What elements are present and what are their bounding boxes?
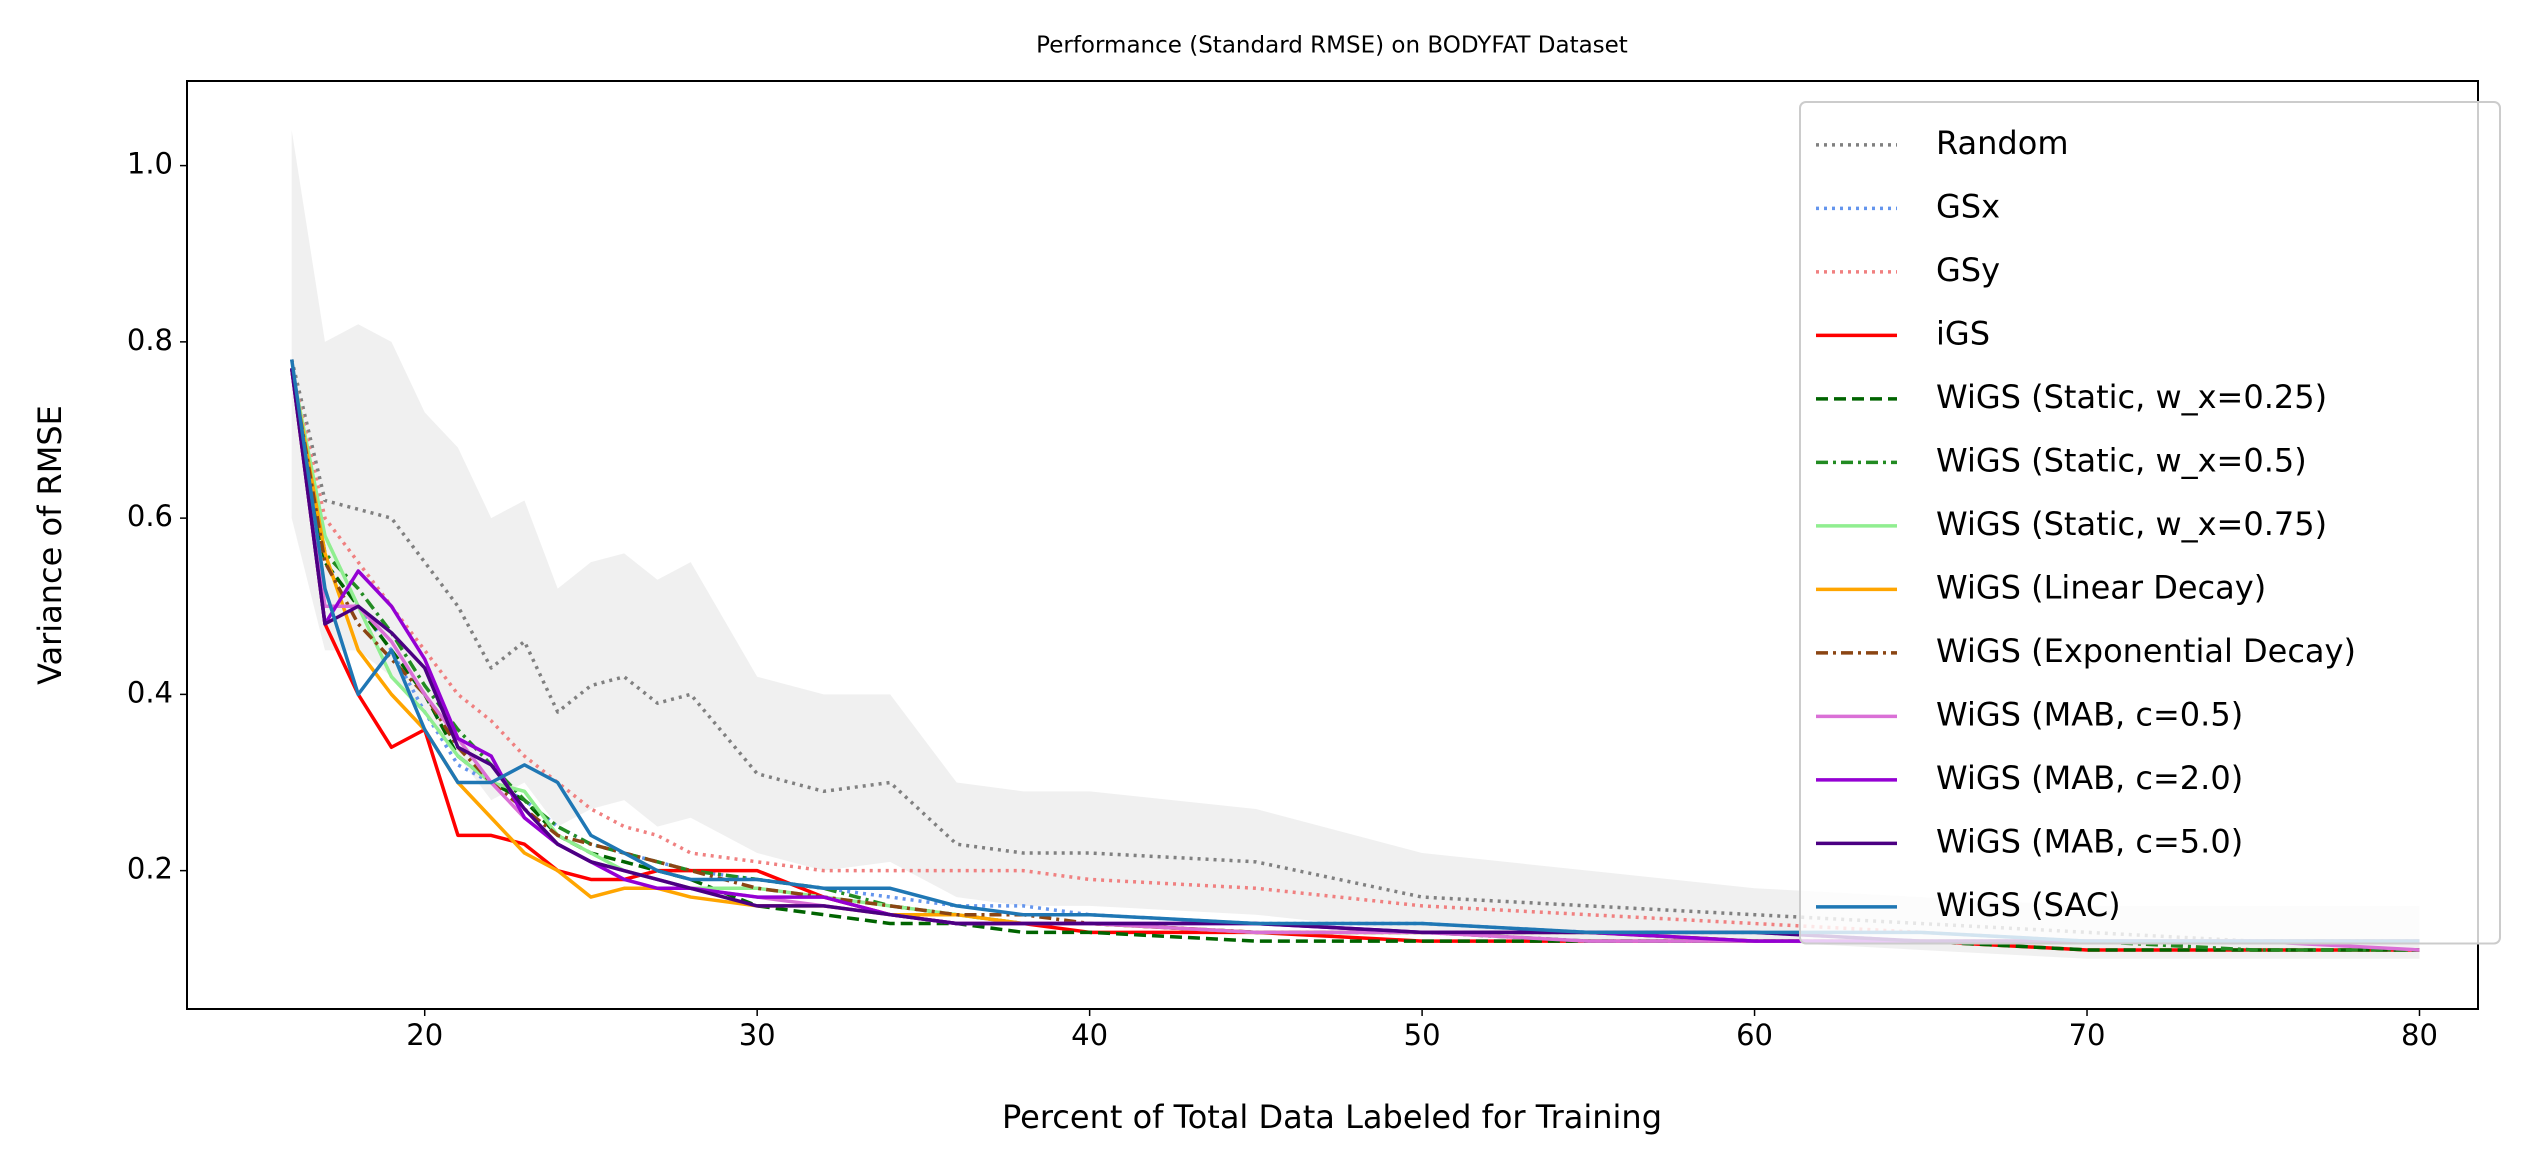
legend-label: WiGS (SAC) <box>1936 886 2121 924</box>
legend-label: WiGS (MAB, c=5.0) <box>1936 822 2243 860</box>
legend-label: WiGS (Linear Decay) <box>1936 568 2266 606</box>
legend-label: WiGS (Exponential Decay) <box>1936 632 2356 670</box>
chart-title: Performance (Standard RMSE) on BODYFAT D… <box>1036 33 1628 59</box>
x-axis-label: Percent of Total Data Labeled for Traini… <box>1002 1098 1662 1136</box>
legend-box <box>1799 101 2501 945</box>
x-tick-label: 40 <box>1071 1018 1108 1052</box>
y-tick-label: 0.6 <box>127 499 173 533</box>
legend: Random GSx GSy iGS WiGS (Static, w_x=0.25) Wi… <box>1799 101 2501 945</box>
legend-label: GSy <box>1936 251 2000 289</box>
legend-label: iGS <box>1936 314 1990 352</box>
y-tick-label: 1.0 <box>127 147 173 181</box>
x-tick-label: 30 <box>739 1018 776 1052</box>
y-tick-label: 0.2 <box>127 852 173 886</box>
x-tick-label: 50 <box>1404 1018 1441 1052</box>
legend-label: Random <box>1936 124 2068 162</box>
legend-label: WiGS (Static, w_x=0.75) <box>1936 505 2327 543</box>
y-tick-label: 0.8 <box>127 323 173 357</box>
series-line <box>290 359 2420 943</box>
legend-label: GSx <box>1936 187 2000 225</box>
legend-label: WiGS (MAB, c=0.5) <box>1936 695 2243 733</box>
legend-label: WiGS (Static, w_x=0.5) <box>1936 441 2307 479</box>
series-line <box>290 367 2420 943</box>
series-line <box>289 368 2420 943</box>
x-tick-label: 80 <box>2401 1018 2438 1052</box>
legend-label: WiGS (Static, w_x=0.25) <box>1936 378 2327 416</box>
variance-band <box>291 130 2420 959</box>
series-line <box>289 359 2420 943</box>
x-tick-label: 20 <box>406 1018 443 1052</box>
x-tick-label: 60 <box>1736 1018 1773 1052</box>
plot-area <box>289 130 2420 959</box>
y-axis-label: Variance of RMSE <box>31 405 69 685</box>
legend-label: WiGS (MAB, c=2.0) <box>1936 759 2243 797</box>
x-tick-label: 70 <box>2069 1018 2106 1052</box>
y-tick-label: 0.4 <box>127 675 173 709</box>
